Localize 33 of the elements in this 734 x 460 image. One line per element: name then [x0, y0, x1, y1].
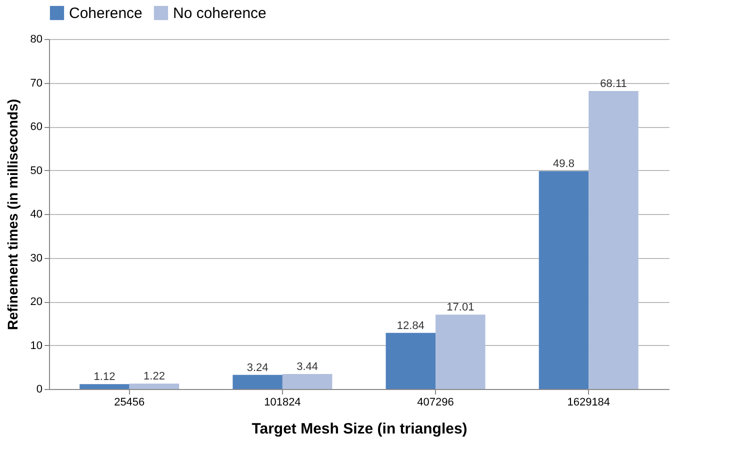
- data-label: 1.22: [144, 370, 165, 383]
- y-tick-label: 60: [30, 121, 42, 133]
- x-tick-label: 25456: [114, 396, 145, 408]
- bar: [588, 91, 638, 389]
- y-tick-label: 20: [30, 296, 42, 308]
- bar: [129, 384, 180, 389]
- data-label: 49.8: [553, 158, 574, 170]
- x-axis-title: Target Mesh Size (in triangles): [252, 420, 468, 438]
- y-tick-label: 70: [30, 77, 42, 90]
- data-label: 17.01: [446, 302, 474, 314]
- y-tick-label: 30: [30, 252, 42, 264]
- data-label: 3.44: [296, 360, 318, 373]
- legend-label: No coherence: [173, 5, 266, 22]
- bar: [80, 384, 130, 389]
- bar: [436, 314, 486, 389]
- bar: [386, 332, 436, 389]
- y-tick-label: 40: [30, 208, 42, 220]
- x-tick-label: 1629184: [567, 396, 610, 408]
- y-tick-label: 10: [30, 340, 42, 352]
- y-tick-label: 80: [30, 34, 42, 46]
- y-tick-label: 50: [30, 164, 42, 177]
- y-axis-title: Refinement times (in milliseconds): [4, 98, 20, 330]
- y-tick-label: 0: [36, 384, 42, 396]
- bar: [232, 374, 282, 389]
- x-tick-label: 101824: [264, 396, 301, 408]
- legend-label: Coherence: [69, 5, 142, 22]
- bar: [282, 374, 332, 389]
- data-label: 1.12: [94, 371, 116, 384]
- data-label: 3.24: [246, 362, 268, 374]
- bar: [538, 171, 589, 389]
- data-label: 68.11: [600, 78, 627, 90]
- x-tick-label: 407296: [417, 396, 454, 408]
- data-label: 12.84: [396, 320, 424, 332]
